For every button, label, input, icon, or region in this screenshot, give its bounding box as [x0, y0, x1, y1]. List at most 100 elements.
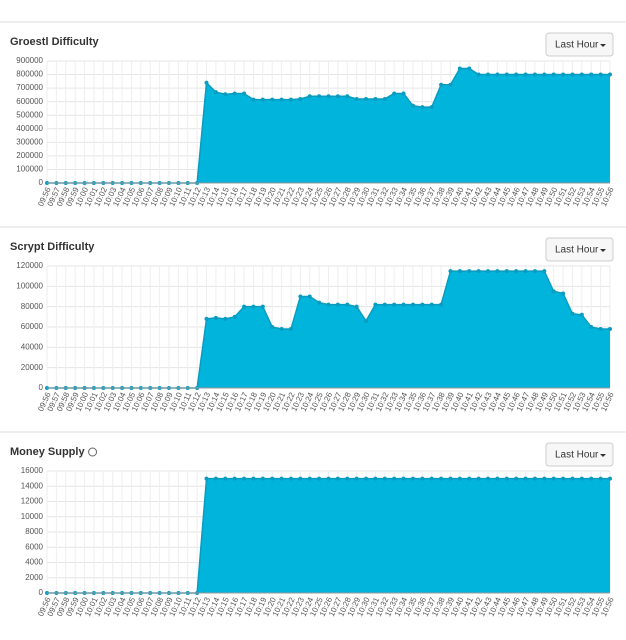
range-button-label[interactable]: Last Hour — [555, 245, 599, 256]
point — [335, 94, 340, 99]
chart-title: Groestl Difficulty — [10, 36, 100, 48]
point — [561, 476, 566, 481]
point — [213, 476, 218, 481]
chart-title: Money Supply — [10, 446, 85, 458]
point — [523, 476, 528, 481]
y-tick-label: 800000 — [16, 70, 43, 79]
point — [457, 476, 462, 481]
point — [382, 96, 387, 101]
point — [364, 96, 369, 101]
point — [392, 91, 397, 96]
area — [47, 68, 610, 183]
point — [251, 476, 256, 481]
y-tick-label: 700000 — [16, 83, 43, 92]
point — [542, 269, 547, 274]
point — [410, 302, 415, 307]
point — [317, 476, 322, 481]
range-button[interactable] — [545, 237, 614, 262]
y-tick-label: 600000 — [16, 97, 43, 106]
point — [364, 476, 369, 481]
point — [288, 476, 293, 481]
point — [570, 72, 575, 77]
point — [251, 304, 256, 309]
point — [288, 97, 293, 102]
point — [589, 325, 594, 329]
y-tick-label: 0 — [39, 178, 44, 187]
point — [570, 476, 575, 481]
point — [514, 269, 519, 274]
point — [589, 72, 594, 77]
point — [608, 72, 612, 77]
point — [439, 476, 444, 481]
point — [439, 82, 444, 87]
y-tick-label: 10000 — [21, 512, 44, 521]
point — [364, 318, 369, 323]
point — [551, 289, 556, 294]
point — [260, 476, 265, 481]
range-button[interactable] — [545, 442, 614, 467]
point — [504, 269, 509, 274]
point — [204, 316, 209, 321]
y-tick-label: 200000 — [16, 151, 43, 160]
point — [242, 91, 247, 96]
point — [204, 476, 209, 481]
point — [429, 105, 434, 110]
point — [242, 476, 247, 481]
point — [429, 302, 434, 307]
point — [504, 476, 509, 481]
point — [589, 476, 594, 481]
point — [270, 325, 275, 329]
point — [486, 269, 491, 274]
point — [279, 476, 284, 481]
point — [457, 269, 462, 274]
y-tick-label: 0 — [39, 588, 44, 597]
y-tick-label: 12000 — [21, 497, 44, 506]
point — [467, 269, 472, 274]
y-tick-label: 20000 — [21, 363, 44, 372]
point — [288, 327, 293, 332]
y-tick-label: 100000 — [16, 281, 43, 290]
range-button-label[interactable]: Last Hour — [555, 450, 599, 461]
point — [298, 96, 303, 101]
point — [579, 72, 584, 77]
point — [598, 476, 603, 481]
point — [608, 327, 612, 332]
point — [495, 476, 500, 481]
point — [532, 476, 537, 481]
point — [317, 300, 322, 305]
point — [223, 316, 228, 321]
point — [204, 80, 209, 85]
point — [279, 97, 284, 102]
point — [232, 91, 237, 96]
point — [542, 476, 547, 481]
point — [270, 476, 275, 481]
point — [298, 294, 303, 299]
point — [476, 476, 481, 481]
point — [514, 476, 519, 481]
point — [279, 327, 284, 332]
point — [392, 302, 397, 307]
point — [448, 269, 453, 274]
point — [448, 82, 453, 87]
point — [223, 476, 228, 481]
point — [561, 291, 566, 296]
point — [542, 72, 547, 77]
point — [486, 72, 491, 77]
point — [345, 94, 350, 99]
range-button-label[interactable]: Last Hour — [555, 40, 599, 51]
point — [410, 103, 415, 108]
point — [354, 96, 359, 101]
range-button[interactable] — [545, 32, 614, 57]
point — [260, 97, 265, 102]
point — [345, 302, 350, 307]
point — [457, 66, 462, 71]
y-tick-label: 8000 — [25, 527, 43, 536]
point — [420, 302, 425, 307]
y-tick-label: 14000 — [21, 481, 44, 490]
y-tick-label: 40000 — [21, 342, 44, 351]
point — [401, 302, 406, 307]
point — [345, 476, 350, 481]
point — [429, 476, 434, 481]
point — [448, 476, 453, 481]
